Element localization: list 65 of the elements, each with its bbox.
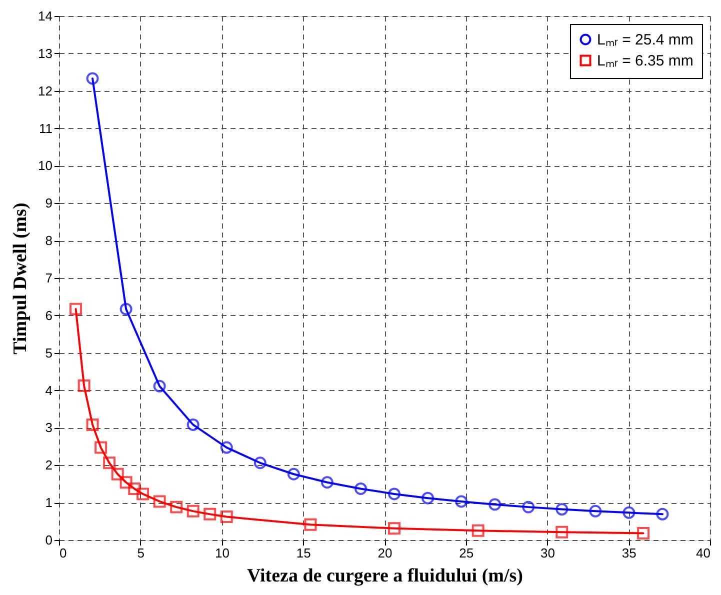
x-tick-label: 5 xyxy=(137,546,144,560)
point xyxy=(637,527,650,540)
y-tick-label: 2 xyxy=(45,458,52,473)
y-tick-label: 4 xyxy=(45,382,52,398)
point xyxy=(103,456,116,470)
point xyxy=(320,476,334,489)
point xyxy=(86,418,99,431)
point xyxy=(522,500,535,514)
point xyxy=(120,302,132,316)
point xyxy=(153,495,166,508)
x-tick-label: 25 xyxy=(459,546,474,560)
point xyxy=(388,488,401,500)
x-axis-title: Viteza de curgere a fluidului (m/s) xyxy=(247,566,523,586)
y-tick-label: 3 xyxy=(45,420,52,436)
point xyxy=(422,492,434,504)
point xyxy=(556,503,568,516)
y-tick-label: 1 xyxy=(45,495,52,510)
y-tick-label: 7 xyxy=(45,270,52,286)
x-tick-label: 15 xyxy=(296,546,311,560)
x-tick-label: 30 xyxy=(540,546,555,560)
legend-label: Lₘᵣ = 25.4 mm xyxy=(597,32,694,48)
y-tick-label: 11 xyxy=(39,120,52,136)
point xyxy=(170,500,183,514)
legend-label: Lₘᵣ = 6.35 mm xyxy=(597,52,694,70)
point xyxy=(287,468,300,480)
point xyxy=(354,482,367,495)
point xyxy=(128,482,141,495)
point xyxy=(120,476,132,489)
x-tick-label: 20 xyxy=(378,546,392,560)
y-tick-label: 8 xyxy=(45,233,52,248)
x-tick-label: 40 xyxy=(696,546,710,560)
x-tick-label: 10 xyxy=(215,546,230,560)
point xyxy=(70,302,82,316)
x-tick-label: 35 xyxy=(622,546,636,560)
y-tick-label: 12 xyxy=(38,83,52,98)
point xyxy=(86,72,99,85)
y-tick-label: 14 xyxy=(38,8,52,24)
y-tick-label: 0 xyxy=(45,532,52,548)
point xyxy=(78,380,90,392)
point xyxy=(656,508,669,520)
point xyxy=(556,526,568,538)
point xyxy=(94,441,108,454)
point xyxy=(589,504,602,518)
point xyxy=(488,498,502,511)
y-tick-label: 9 xyxy=(45,196,52,211)
point xyxy=(111,468,124,480)
point xyxy=(622,506,636,519)
y-tick-label: 6 xyxy=(45,308,52,323)
x-tick-label: 0 xyxy=(60,546,67,560)
point xyxy=(388,522,401,535)
y-tick-label: 10 xyxy=(38,158,52,174)
point xyxy=(304,518,317,531)
point xyxy=(153,380,166,392)
point xyxy=(136,488,150,500)
point xyxy=(186,418,200,431)
point xyxy=(220,441,233,454)
point xyxy=(455,495,468,508)
point xyxy=(220,510,233,524)
point xyxy=(186,504,200,518)
y-tick-label: 13 xyxy=(38,46,52,61)
point xyxy=(204,508,216,520)
point xyxy=(472,524,484,537)
point xyxy=(254,456,266,470)
y-axis-title: Timpul Dwell (ms) xyxy=(10,202,32,354)
y-tick-label: 5 xyxy=(45,345,52,360)
